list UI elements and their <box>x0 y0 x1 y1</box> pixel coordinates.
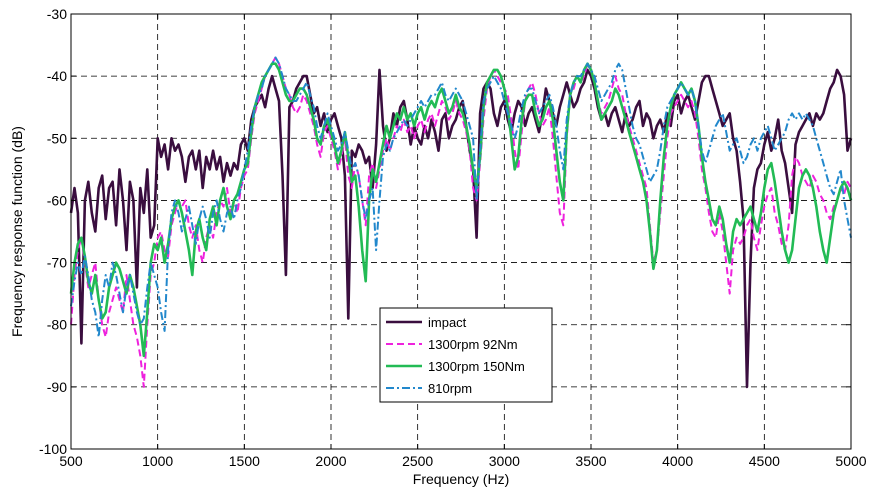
y-tick-label: -70 <box>47 255 67 271</box>
y-tick-label: -90 <box>47 379 67 395</box>
series-lines <box>69 56 853 389</box>
y-tick-label: -40 <box>47 68 67 84</box>
x-tick-label: 1000 <box>142 453 173 469</box>
legend-box <box>379 307 553 403</box>
x-tick-label: 4500 <box>749 453 780 469</box>
legend-label: 1300rpm 150Nm <box>428 359 525 374</box>
x-tick-label: 5000 <box>835 453 866 469</box>
y-tick-label: -60 <box>47 192 67 208</box>
legend-label: 1300rpm 92Nm <box>428 337 518 352</box>
x-tick-label: 500 <box>59 453 83 469</box>
y-tick-label: -80 <box>47 317 67 333</box>
series-line-3 <box>70 56 852 339</box>
x-tick-label: 4000 <box>662 453 693 469</box>
y-tick-label: -50 <box>47 130 67 146</box>
series-line-0 <box>69 68 853 389</box>
x-tick-label: 3500 <box>575 453 606 469</box>
series-line-2 <box>69 62 853 358</box>
x-tick-label: 3000 <box>489 453 520 469</box>
y-tick-label: -30 <box>47 6 67 22</box>
axis-ticks: 500 1000 1500 2000 2500 3000 3500 4000 4500 5000 -… <box>39 6 867 469</box>
y-tick-label: -100 <box>39 441 67 457</box>
legend-label: 810rpm <box>428 381 472 396</box>
x-axis-label: Frequency (Hz) <box>413 471 509 487</box>
y-axis-label: Frequency response function (dB) <box>9 126 25 337</box>
plot-frame <box>70 13 852 450</box>
series-line-1 <box>70 56 852 388</box>
legend: impact 1300rpm 92Nm 1300rpm 150Nm 810rpm <box>379 307 553 403</box>
x-tick-label: 2000 <box>315 453 346 469</box>
x-tick-label: 2500 <box>402 453 433 469</box>
x-tick-label: 1500 <box>229 453 260 469</box>
legend-label: impact <box>428 315 467 330</box>
